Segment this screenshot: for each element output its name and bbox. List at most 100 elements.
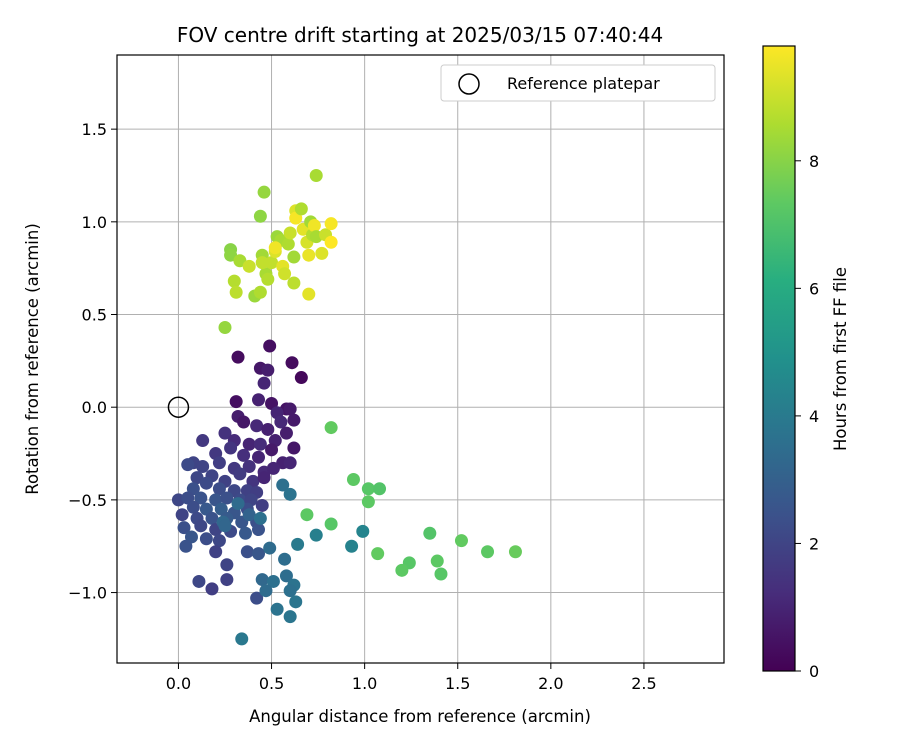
data-point [345, 539, 359, 553]
data-point [205, 511, 219, 525]
data-point [268, 241, 282, 255]
data-point [231, 350, 245, 364]
y-axis-ticks: −1.0 −0.5 0.0 0.5 1.0 1.5 [68, 120, 117, 603]
data-points [171, 168, 522, 646]
data-point [257, 376, 271, 390]
y-tick-label: 1.0 [82, 213, 107, 232]
data-point [212, 534, 226, 548]
colorbar-tick-label: 4 [809, 407, 819, 426]
data-point [199, 532, 213, 546]
data-point [218, 519, 232, 533]
data-point [253, 209, 267, 223]
data-point [279, 569, 293, 583]
data-point [257, 471, 271, 485]
data-point [356, 524, 370, 538]
data-point [266, 461, 280, 475]
grid [117, 55, 724, 663]
data-point [196, 460, 210, 474]
y-tick-label: 1.5 [82, 120, 107, 139]
data-point [261, 363, 275, 377]
legend-box [440, 64, 716, 102]
data-point [229, 285, 243, 299]
data-point [261, 272, 275, 286]
data-point [294, 371, 308, 385]
legend-entry-reference-platepar: Reference platepar [507, 74, 660, 93]
data-point [237, 448, 251, 462]
data-point [309, 528, 323, 542]
x-tick-label: 0.5 [259, 674, 284, 693]
data-point [283, 226, 297, 240]
data-point [218, 320, 232, 334]
chart-title: FOV centre drift starting at 2025/03/15 … [177, 23, 663, 47]
data-point [227, 274, 241, 288]
data-point [257, 185, 271, 199]
data-point [287, 250, 301, 264]
colorbar-tick-label: 6 [809, 279, 819, 298]
data-point [289, 595, 303, 609]
data-point [361, 482, 375, 496]
data-point [240, 545, 254, 559]
x-axis-label: Angular distance from reference (arcmin) [249, 707, 591, 726]
data-point [177, 521, 191, 535]
data-point [220, 491, 234, 505]
data-point [283, 584, 297, 598]
reference-platepar-marker [167, 396, 190, 418]
data-point [255, 498, 269, 512]
data-point [283, 402, 297, 416]
plot-frame [116, 54, 725, 664]
y-tick-label: 0.0 [82, 398, 107, 417]
data-point [266, 574, 280, 588]
data-point [253, 437, 267, 451]
data-point [307, 219, 321, 233]
y-axis-label: Rotation from reference (arcmin) [23, 223, 42, 495]
data-point [212, 456, 226, 470]
data-point [253, 511, 267, 525]
data-point [237, 415, 251, 429]
data-point [346, 472, 360, 486]
data-point [259, 584, 273, 598]
data-point [373, 482, 387, 496]
colorbar-gradient [762, 45, 796, 672]
colorbar-tick-label: 8 [809, 152, 819, 171]
data-point [274, 415, 288, 429]
data-point [309, 168, 323, 182]
data-point [283, 456, 297, 470]
x-tick-label: 1.0 [352, 674, 377, 693]
x-tick-label: 0.0 [166, 674, 191, 693]
data-point [220, 558, 234, 572]
data-point [242, 460, 256, 474]
y-tick-label: 0.5 [82, 306, 107, 325]
data-point [242, 259, 256, 273]
legend-marker-icon [458, 73, 480, 95]
data-point [287, 276, 301, 290]
data-point [281, 237, 295, 251]
data-point [285, 356, 299, 370]
data-point [235, 632, 249, 646]
data-point [315, 246, 329, 260]
data-point [255, 573, 269, 587]
data-point [212, 482, 226, 496]
data-point [263, 339, 277, 353]
data-point [287, 413, 301, 427]
data-point [242, 508, 256, 522]
data-point [324, 235, 338, 249]
data-point [265, 256, 279, 270]
data-point [324, 421, 338, 435]
data-point [252, 450, 266, 464]
x-tick-label: 2.0 [538, 674, 563, 693]
data-point [242, 437, 256, 451]
data-point [252, 393, 266, 407]
data-point [302, 248, 316, 262]
data-point [291, 537, 305, 551]
data-point [199, 476, 213, 490]
data-point [283, 487, 297, 501]
data-point [220, 573, 234, 587]
data-point [270, 602, 284, 616]
data-point [302, 287, 316, 301]
data-point [324, 517, 338, 531]
data-point [294, 202, 308, 216]
data-point [252, 523, 266, 537]
data-point [279, 426, 293, 440]
data-point [233, 467, 247, 481]
